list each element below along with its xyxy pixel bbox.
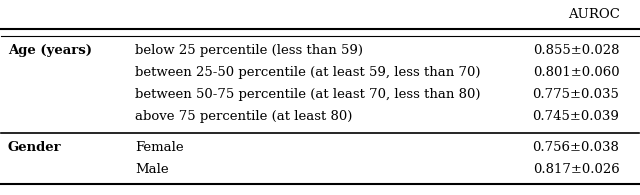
Text: 0.817±0.026: 0.817±0.026 [532,163,620,176]
Text: AUROC: AUROC [568,8,620,21]
Text: between 25-50 percentile (at least 59, less than 70): between 25-50 percentile (at least 59, l… [135,66,481,79]
Text: Age (years): Age (years) [8,44,92,57]
Text: above 75 percentile (at least 80): above 75 percentile (at least 80) [135,110,353,123]
Text: Gender: Gender [8,141,61,154]
Text: 0.855±0.028: 0.855±0.028 [533,44,620,57]
Text: 0.745±0.039: 0.745±0.039 [532,110,620,123]
Text: 0.775±0.035: 0.775±0.035 [532,88,620,101]
Text: 0.801±0.060: 0.801±0.060 [533,66,620,79]
Text: 0.756±0.038: 0.756±0.038 [532,141,620,154]
Text: Male: Male [135,163,169,176]
Text: below 25 percentile (less than 59): below 25 percentile (less than 59) [135,44,364,57]
Text: Female: Female [135,141,184,154]
Text: between 50-75 percentile (at least 70, less than 80): between 50-75 percentile (at least 70, l… [135,88,481,101]
